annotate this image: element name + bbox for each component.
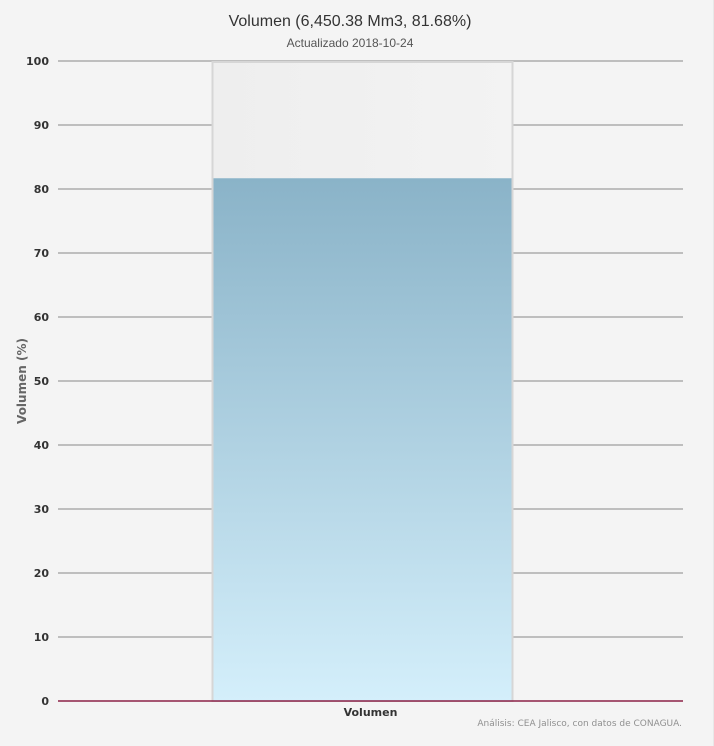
volume-bar[interactable]: [213, 178, 512, 702]
y-tick-label: 20: [34, 567, 50, 580]
y-tick-label: 50: [34, 375, 50, 388]
y-tick-label: 60: [34, 311, 50, 324]
y-tick-label: 10: [34, 631, 50, 644]
y-tick-label: 100: [26, 55, 49, 68]
y-tick-label: 70: [34, 247, 50, 260]
x-axis-tick-labels: Volumen: [344, 706, 398, 719]
y-tick-label: 0: [41, 695, 49, 708]
y-axis-tick-labels: 0 10 20 30 40 50 60 70 80 90 100: [26, 55, 49, 708]
chart-title: Volumen (6,450.38 Mm3, 81.68%): [228, 13, 472, 30]
bars: [211, 61, 514, 702]
y-tick-label: 40: [34, 439, 50, 452]
x-tick-label: Volumen: [344, 706, 398, 719]
chart-credits: Análisis: CEA Jalisco, con datos de CONA…: [477, 719, 682, 729]
y-axis-title: Volumen (%): [15, 338, 29, 424]
y-tick-label: 90: [34, 119, 50, 132]
y-tick-label: 80: [34, 183, 50, 196]
y-tick-label: 30: [34, 503, 50, 516]
chart-subtitle: Actualizado 2018-10-24: [286, 36, 414, 50]
